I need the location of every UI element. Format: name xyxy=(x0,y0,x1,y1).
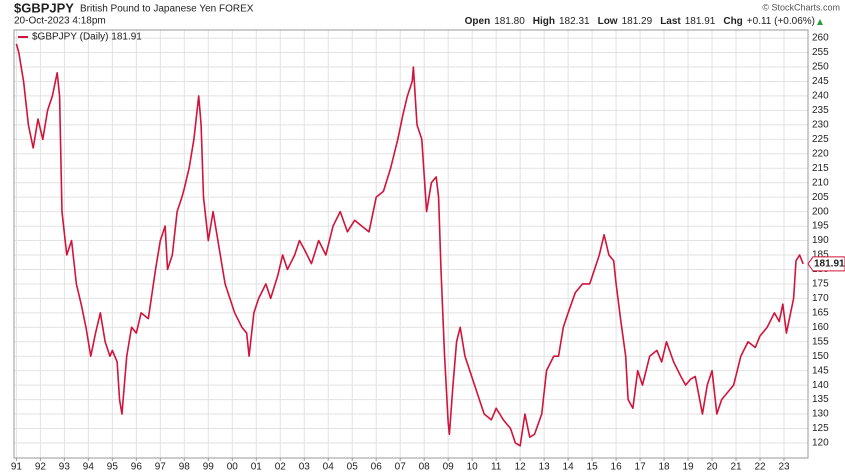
x-tick-label: 21 xyxy=(730,462,742,473)
y-tick-label: 250 xyxy=(812,62,829,73)
quote-value: 182.31 xyxy=(559,16,590,27)
x-tick-label: 06 xyxy=(371,462,383,473)
x-tick-label: 10 xyxy=(467,462,479,473)
legend-label: $GBPJPY (Daily) 181.91 xyxy=(32,32,142,43)
quote-value: 181.80 xyxy=(494,16,525,27)
y-tick-label: 235 xyxy=(812,105,829,116)
y-tick-label: 140 xyxy=(812,380,829,391)
credit: © StockCharts.com xyxy=(762,2,840,12)
plot-frame xyxy=(13,29,809,459)
x-tick-label: 16 xyxy=(611,462,623,473)
x-tick-label: 95 xyxy=(107,462,119,473)
x-tick-label: 11 xyxy=(491,462,502,473)
x-tick-label: 17 xyxy=(635,462,647,473)
quote-label: Chg xyxy=(723,16,742,27)
quote-value: 181.29 xyxy=(622,16,653,27)
y-tick-label: 125 xyxy=(812,423,829,434)
y-tick-label: 240 xyxy=(812,91,829,102)
y-tick-label: 210 xyxy=(812,177,829,188)
y-tick-label: 255 xyxy=(812,47,829,58)
y-tick-label: 230 xyxy=(812,119,829,130)
y-tick-label: 190 xyxy=(812,235,829,246)
x-tick-label: 14 xyxy=(563,462,575,473)
x-tick-label: 18 xyxy=(659,462,671,473)
x-tick-label: 01 xyxy=(251,462,263,473)
quote-label: High xyxy=(533,16,555,27)
quote-label: Low xyxy=(598,16,618,27)
y-tick-label: 195 xyxy=(812,221,829,232)
description: British Pound to Japanese Yen FOREX xyxy=(80,4,254,15)
y-tick-label: 120 xyxy=(812,438,829,449)
y-tick-label: 245 xyxy=(812,76,829,87)
x-tick-label: 96 xyxy=(131,462,143,473)
last-value-label: 181.91 xyxy=(814,259,845,270)
change-arrow xyxy=(817,19,823,25)
x-tick-label: 03 xyxy=(299,462,311,473)
y-tick-label: 150 xyxy=(812,351,829,362)
x-tick-label: 99 xyxy=(203,462,215,473)
y-tick-label: 170 xyxy=(812,293,829,304)
y-tick-label: 205 xyxy=(812,192,829,203)
x-tick-label: 97 xyxy=(155,462,167,473)
y-tick-label: 155 xyxy=(812,336,829,347)
y-tick-label: 185 xyxy=(812,250,829,261)
x-tick-label: 08 xyxy=(419,462,431,473)
y-tick-label: 260 xyxy=(812,33,829,44)
x-tick-label: 19 xyxy=(682,462,694,473)
y-tick-label: 220 xyxy=(812,148,829,159)
x-tick-label: 98 xyxy=(179,462,191,473)
symbol: $GBPJPY xyxy=(14,0,74,15)
x-tick-label: 13 xyxy=(539,462,551,473)
x-tick-label: 12 xyxy=(515,462,527,473)
x-tick-label: 92 xyxy=(35,462,47,473)
last-value-tag xyxy=(807,256,845,272)
y-tick-label: 130 xyxy=(812,409,829,420)
y-tick-label: 145 xyxy=(812,365,829,376)
x-tick-label: 23 xyxy=(778,462,790,473)
quote-value: 181.91 xyxy=(685,16,716,27)
x-tick-label: 94 xyxy=(83,462,95,473)
y-tick-label: 135 xyxy=(812,394,829,405)
x-tick-label: 07 xyxy=(395,462,407,473)
y-tick-label: 215 xyxy=(812,163,829,174)
y-tick-label: 160 xyxy=(812,322,829,333)
x-tick-label: 91 xyxy=(11,462,23,473)
date: 20-Oct-2023 4:18pm xyxy=(14,16,106,27)
x-tick-label: 02 xyxy=(275,462,287,473)
x-tick-label: 20 xyxy=(706,462,718,473)
x-tick-label: 93 xyxy=(59,462,71,473)
x-tick-label: 22 xyxy=(754,462,766,473)
x-tick-label: 15 xyxy=(587,462,599,473)
quote: Open 181.80 High 182.31 Low 181.29 Last 181.91 C… xyxy=(465,16,815,27)
y-tick-label: 175 xyxy=(812,279,829,290)
y-tick-label: 225 xyxy=(812,134,829,145)
quote-label: Open xyxy=(465,16,491,27)
quote-value: +0.11 (+0.06%) xyxy=(747,16,815,27)
price-line xyxy=(15,43,804,447)
quote-label: Last xyxy=(660,16,681,27)
x-tick-label: 05 xyxy=(347,462,359,473)
y-tick-label: 165 xyxy=(812,307,829,318)
x-tick-label: 04 xyxy=(323,462,335,473)
y-tick-label: 200 xyxy=(812,206,829,217)
x-tick-label: 09 xyxy=(443,462,455,473)
x-tick-label: 00 xyxy=(227,462,239,473)
